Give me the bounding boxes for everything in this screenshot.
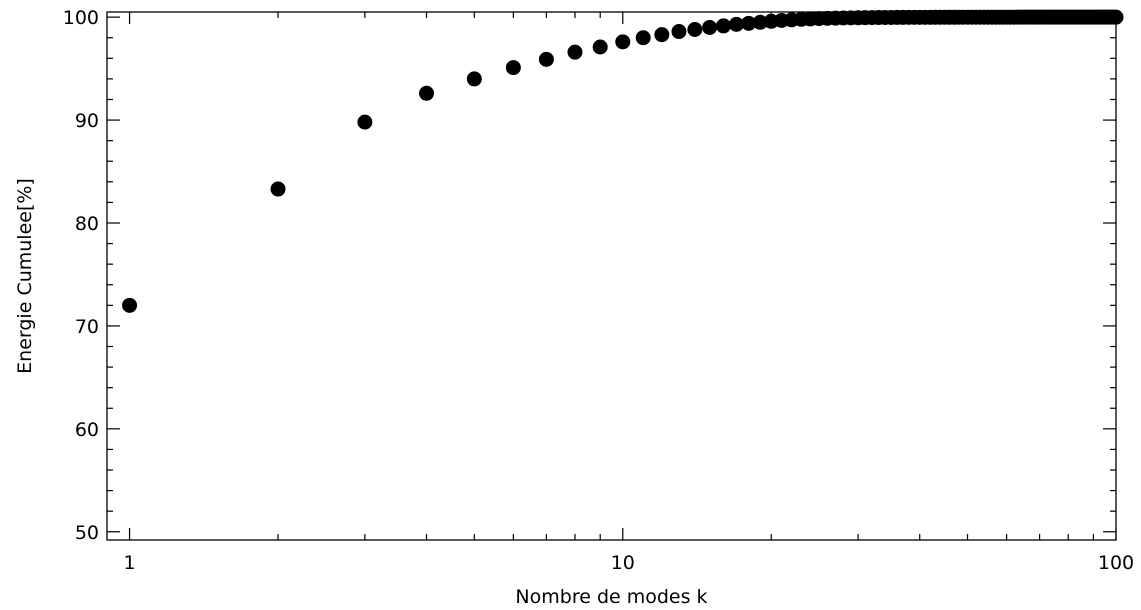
data-point (419, 85, 435, 101)
x-tick-label: 100 (1098, 552, 1134, 574)
data-point (505, 60, 521, 76)
data-point (702, 19, 718, 35)
axis-ticks (107, 12, 1117, 540)
y-tick-label: 50 (75, 522, 99, 544)
data-point (538, 51, 554, 67)
data-point (592, 39, 608, 55)
x-tick-label: 1 (124, 552, 136, 574)
y-tick-label: 70 (75, 316, 99, 338)
data-point (615, 34, 631, 50)
y-tick-label: 100 (63, 7, 99, 29)
plot-frame (106, 11, 1117, 541)
y-axis-title: Energie Cumulee[%] (14, 178, 36, 374)
data-point (635, 30, 651, 46)
y-tick-label: 80 (75, 213, 99, 235)
data-point (715, 18, 731, 34)
data-point (357, 114, 373, 130)
data-point (728, 16, 744, 32)
data-point (122, 297, 138, 313)
x-tick-label: 10 (611, 552, 635, 574)
tick-labels: 1 10 100 50 60 70 80 90 100 (63, 7, 1134, 574)
data-point (654, 27, 670, 43)
data-point (466, 71, 482, 87)
data-point (741, 15, 757, 31)
data-point (270, 181, 286, 197)
y-tick-label: 90 (75, 110, 99, 132)
y-tick-label: 60 (75, 419, 99, 441)
data-point (752, 14, 768, 30)
data-point (671, 24, 687, 40)
data-point (687, 21, 703, 37)
data-points (122, 9, 1124, 313)
data-point (567, 44, 583, 60)
x-axis-title: Nombre de modes k (515, 586, 707, 608)
